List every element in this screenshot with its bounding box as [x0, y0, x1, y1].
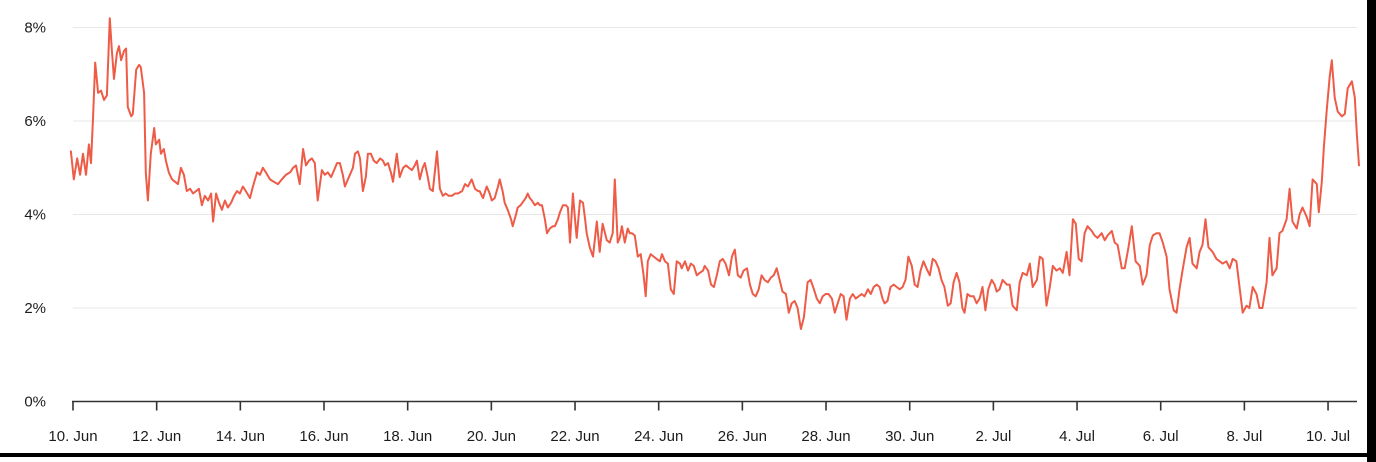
data-series-line[interactable] — [69, 17, 1360, 330]
x-axis: 10. Jun 12. Jun 14. Jun 16. Jun 18. Jun 20. J… — [48, 400, 1357, 445]
x-axis-label: 26. Jun — [718, 428, 767, 445]
x-axis-label: 18. Jun — [383, 428, 432, 445]
x-axis-label: 2. Jul — [975, 428, 1011, 445]
x-axis-label: 10. Jun — [48, 428, 97, 445]
y-axis-label: 8% — [24, 20, 46, 37]
x-axis-label: 4. Jul — [1059, 428, 1095, 445]
screenshot-right-edge — [1367, 0, 1376, 462]
x-axis-label: 24. Jun — [634, 428, 683, 445]
x-axis-label: 16. Jun — [299, 428, 348, 445]
x-axis-label: 10. Jul — [1306, 428, 1350, 445]
x-axis-label: 20. Jun — [467, 428, 516, 445]
screenshot-bottom-edge — [0, 453, 1376, 457]
y-axis-label: 2% — [24, 300, 46, 317]
x-axis-label: 6. Jul — [1143, 428, 1179, 445]
x-axis-label: 8. Jul — [1226, 428, 1262, 445]
x-axis-label: 30. Jun — [885, 428, 934, 445]
y-axis-labels: 0% 2% 4% 6% 8% — [24, 20, 46, 411]
y-axis-label: 0% — [24, 394, 46, 411]
y-axis-label: 4% — [24, 207, 46, 224]
x-axis-label: 12. Jun — [132, 428, 181, 445]
y-axis-label: 6% — [24, 113, 46, 130]
plot-area-series[interactable] — [69, 17, 1360, 330]
x-axis-label: 14. Jun — [216, 428, 265, 445]
x-axis-label: 22. Jun — [550, 428, 599, 445]
gridlines — [73, 27, 1357, 309]
x-axis-label: 28. Jun — [801, 428, 850, 445]
